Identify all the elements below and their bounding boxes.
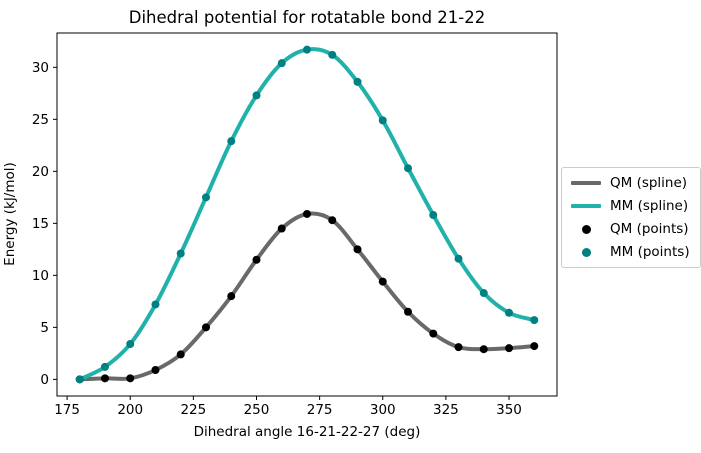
qm-spline-line-swatch <box>571 180 601 186</box>
qm-points--marker <box>201 323 210 332</box>
mm-points--marker <box>378 116 387 125</box>
mm-points--marker <box>530 316 539 325</box>
legend-item-mm-points: MM (points) <box>571 244 690 260</box>
x-tick-label: 175 <box>54 402 80 418</box>
mm-points--marker <box>100 362 109 371</box>
qm-points--marker <box>151 365 160 374</box>
mm-points--marker <box>404 164 413 173</box>
qm-points--marker <box>454 343 463 352</box>
mm-points--marker <box>252 91 261 100</box>
qm-points--marker <box>176 350 185 359</box>
mm-points-dot-swatch <box>571 247 601 257</box>
y-tick-label: 5 <box>40 320 49 336</box>
legend-item-qm-points: QM (points) <box>571 221 690 237</box>
x-axis-label: Dihedral angle 16-21-22-27 (deg) <box>193 424 421 440</box>
qm-points--marker <box>404 307 413 316</box>
mm-points--marker <box>303 45 311 54</box>
mm-spline-line-swatch <box>571 203 601 209</box>
mm-points--marker <box>176 249 185 258</box>
qm-points--marker <box>378 277 387 286</box>
x-tick-label: 325 <box>433 402 459 418</box>
mm-points--marker <box>479 289 488 298</box>
mm-points--marker <box>429 211 438 220</box>
mm-points--marker <box>277 59 286 68</box>
y-tick-label: 15 <box>32 216 49 232</box>
qm-points--marker <box>252 255 261 264</box>
qm-points--marker <box>303 209 311 218</box>
y-tick-label: 10 <box>32 268 49 284</box>
x-tick-label: 200 <box>117 402 143 418</box>
mm-points--marker <box>328 50 337 59</box>
qm-points--marker <box>505 344 514 353</box>
x-tick-label: 225 <box>180 402 206 418</box>
legend: QM (spline) MM (spline) QM (points) MM (… <box>561 167 701 268</box>
legend-label: QM (spline) <box>610 175 688 191</box>
mm-points--marker <box>126 339 135 348</box>
qm-points--marker <box>126 374 135 383</box>
legend-item-qm-spline: QM (spline) <box>571 175 690 191</box>
mm-points--marker <box>75 375 84 384</box>
chart-title: Dihedral potential for rotatable bond 21… <box>128 8 486 27</box>
y-tick-label: 30 <box>32 60 49 76</box>
qm-points--marker <box>479 345 488 354</box>
mm-points--marker <box>227 137 236 146</box>
mm-points--marker <box>353 77 362 86</box>
qm-points--marker <box>353 245 362 254</box>
y-tick-label: 20 <box>32 164 49 180</box>
qm-points--marker <box>277 224 286 233</box>
mm-points--marker <box>151 300 160 309</box>
mm-points--marker <box>201 193 210 202</box>
qm-points--marker <box>227 292 236 301</box>
y-tick-label: 25 <box>32 112 49 128</box>
qm-points--marker <box>530 342 539 351</box>
x-tick-label: 350 <box>496 402 522 418</box>
legend-label: MM (points) <box>610 244 690 260</box>
legend-label: MM (spline) <box>610 198 689 214</box>
mm-points--marker <box>454 254 463 263</box>
legend-label: QM (points) <box>610 221 689 237</box>
qm-spline--curve <box>77 211 537 382</box>
x-tick-label: 275 <box>307 402 333 418</box>
y-axis-label: Energy (kJ/mol) <box>2 162 18 266</box>
y-tick-label: 0 <box>40 372 49 388</box>
x-tick-label: 250 <box>244 402 270 418</box>
qm-points--marker <box>429 329 438 338</box>
plot-area-border <box>56 32 558 397</box>
mm-points--marker <box>505 308 514 317</box>
legend-item-mm-spline: MM (spline) <box>571 198 690 214</box>
qm-points--marker <box>100 374 109 383</box>
x-tick-label: 300 <box>370 402 396 418</box>
qm-points-dot-swatch <box>571 224 601 234</box>
qm-points--marker <box>328 216 337 225</box>
